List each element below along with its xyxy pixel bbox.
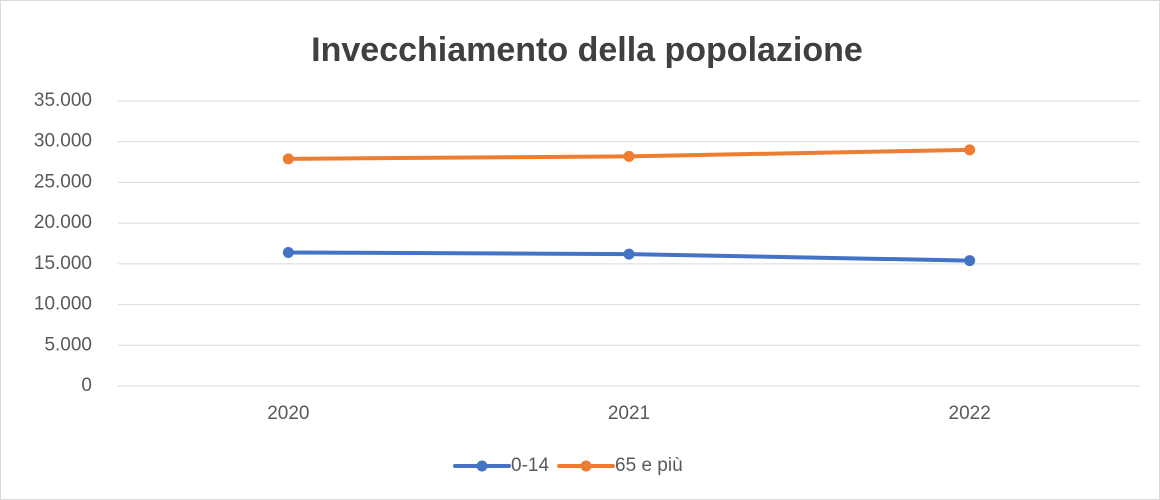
legend-marker (580, 460, 592, 472)
legend-label: 0-14 (511, 455, 549, 476)
x-tick-label: 2020 (267, 403, 309, 424)
chart-title: Invecchiamento della popolazione (311, 31, 863, 69)
point-marker (964, 255, 976, 267)
point-marker (623, 248, 635, 260)
legend-label: 65 e più (615, 455, 683, 476)
y-tick-label: 5.000 (44, 334, 92, 355)
point-marker (282, 246, 294, 258)
y-tick-label: 25.000 (34, 171, 92, 192)
y-tick-label: 20.000 (34, 212, 92, 233)
point-marker (282, 153, 294, 165)
x-tick-label: 2022 (949, 403, 991, 424)
point-marker (623, 150, 635, 162)
y-tick-label: 10.000 (34, 294, 92, 315)
x-tick-label: 2021 (608, 403, 650, 424)
y-tick-label: 30.000 (34, 131, 92, 152)
point-marker (964, 144, 976, 156)
y-tick-label: 15.000 (34, 253, 92, 274)
y-tick-label: 35.000 (34, 90, 92, 111)
legend-marker (476, 460, 488, 472)
y-tick-label: 0 (81, 375, 92, 396)
